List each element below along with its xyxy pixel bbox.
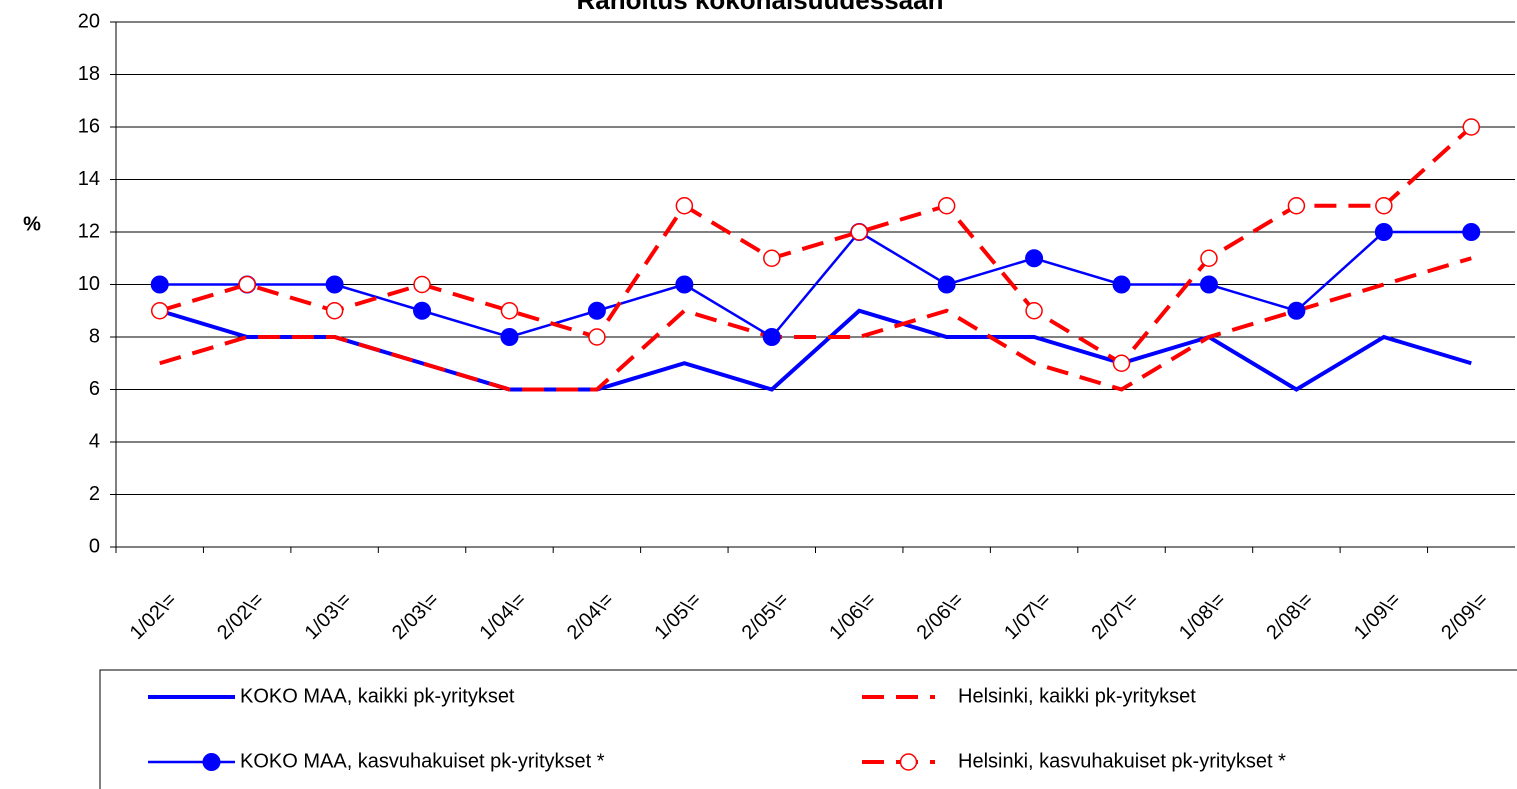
y-tick-label: 14 [78,168,100,190]
series-line [159,230,1472,339]
marker [1462,118,1481,136]
marker [1025,302,1043,320]
series-line [159,256,1472,392]
marker [150,275,169,294]
marker [1375,197,1393,215]
x-tick-label: 1/03\= [301,589,356,644]
marker [937,275,956,294]
x-tick-label: 2/03\= [388,589,443,644]
marker [238,275,256,294]
y-tick-label: 20 [78,10,100,32]
legend-label: Helsinki, kaikki pk-yritykset [958,685,1196,707]
legend-box [99,669,1517,789]
marker [1462,223,1481,241]
legend-label: KOKO MAA, kaikki pk-yritykset [240,685,515,707]
marker [1112,275,1131,294]
y-tick-label: 6 [89,378,100,400]
marker [413,301,432,320]
marker [1287,197,1306,215]
marker [763,249,781,267]
x-tick-label: 2/07\= [1088,589,1143,644]
marker [1025,249,1044,268]
legend-label: KOKO MAA, kasvuhakuiset pk-yritykset * [240,750,605,772]
x-tick-label: 2/02\= [213,589,268,644]
marker [1374,223,1393,241]
x-tick-label: 1/05\= [650,589,705,644]
x-tick-label: 1/08\= [1175,589,1230,644]
y-tick-label: 18 [78,63,100,85]
y-tick-label: 16 [78,115,100,137]
marker [588,328,606,346]
series-line [159,125,1473,366]
marker [500,302,519,320]
y-tick-label: 8 [89,325,100,347]
x-tick-label: 2/08\= [1262,589,1317,644]
y-tick-label: 10 [78,273,100,295]
y-axis-label: % [23,213,41,235]
x-tick-label: 2/06\= [913,589,968,644]
y-tick-label: 4 [89,430,100,452]
marker [850,223,868,241]
x-tick-label: 1/02\= [126,589,181,644]
marker [325,275,344,294]
marker [937,197,956,215]
marker [1199,275,1218,294]
marker [899,753,918,771]
x-tick-label: 2/09\= [1437,589,1492,644]
marker [762,328,781,346]
marker [325,302,344,320]
marker [1200,249,1218,267]
marker [150,302,169,320]
marker [1287,301,1306,320]
series-line [159,308,1472,392]
x-tick-label: 1/09\= [1350,589,1405,644]
chart-title: Rahoitus kokonaisuudessaan [577,0,944,15]
marker [675,275,694,294]
x-tick-label: 2/04\= [563,589,618,644]
marker [675,197,694,215]
marker [413,275,431,294]
y-tick-label: 12 [78,220,100,242]
marker [587,301,606,320]
x-tick-label: 1/07\= [1000,589,1055,644]
y-tick-label: 2 [89,483,100,505]
legend-label: Helsinki, kasvuhakuiset pk-yritykset * [958,750,1286,772]
marker [1112,354,1131,372]
x-tick-label: 2/05\= [738,589,793,644]
x-tick-label: 1/06\= [825,589,880,644]
x-tick-label: 1/04\= [475,589,530,644]
y-tick-label: 0 [89,535,100,557]
marker [500,328,519,346]
marker [202,753,221,771]
